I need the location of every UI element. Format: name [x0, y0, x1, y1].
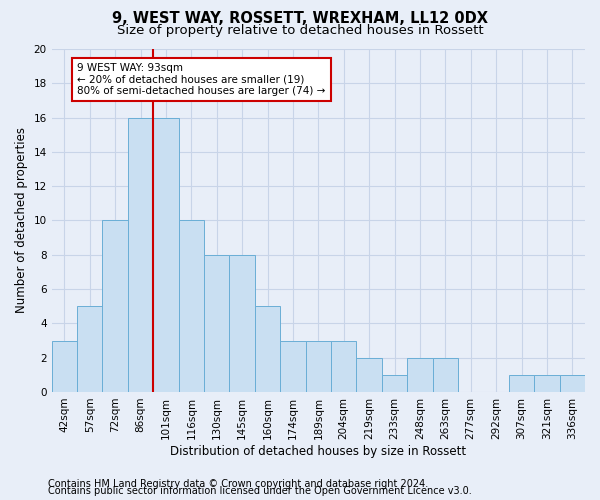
- Bar: [229, 255, 255, 392]
- Bar: [331, 340, 356, 392]
- Bar: [204, 255, 229, 392]
- Bar: [179, 220, 204, 392]
- Bar: [128, 118, 153, 392]
- Text: 9, WEST WAY, ROSSETT, WREXHAM, LL12 0DX: 9, WEST WAY, ROSSETT, WREXHAM, LL12 0DX: [112, 11, 488, 26]
- Bar: [280, 340, 305, 392]
- Bar: [433, 358, 458, 392]
- X-axis label: Distribution of detached houses by size in Rossett: Distribution of detached houses by size …: [170, 444, 466, 458]
- Y-axis label: Number of detached properties: Number of detached properties: [15, 128, 28, 314]
- Text: Contains public sector information licensed under the Open Government Licence v3: Contains public sector information licen…: [48, 486, 472, 496]
- Bar: [534, 375, 560, 392]
- Text: 9 WEST WAY: 93sqm
← 20% of detached houses are smaller (19)
80% of semi-detached: 9 WEST WAY: 93sqm ← 20% of detached hous…: [77, 62, 325, 96]
- Bar: [356, 358, 382, 392]
- Bar: [560, 375, 585, 392]
- Text: Size of property relative to detached houses in Rossett: Size of property relative to detached ho…: [116, 24, 484, 37]
- Bar: [153, 118, 179, 392]
- Bar: [407, 358, 433, 392]
- Bar: [305, 340, 331, 392]
- Bar: [255, 306, 280, 392]
- Bar: [103, 220, 128, 392]
- Text: Contains HM Land Registry data © Crown copyright and database right 2024.: Contains HM Land Registry data © Crown c…: [48, 479, 428, 489]
- Bar: [77, 306, 103, 392]
- Bar: [509, 375, 534, 392]
- Bar: [52, 340, 77, 392]
- Bar: [382, 375, 407, 392]
